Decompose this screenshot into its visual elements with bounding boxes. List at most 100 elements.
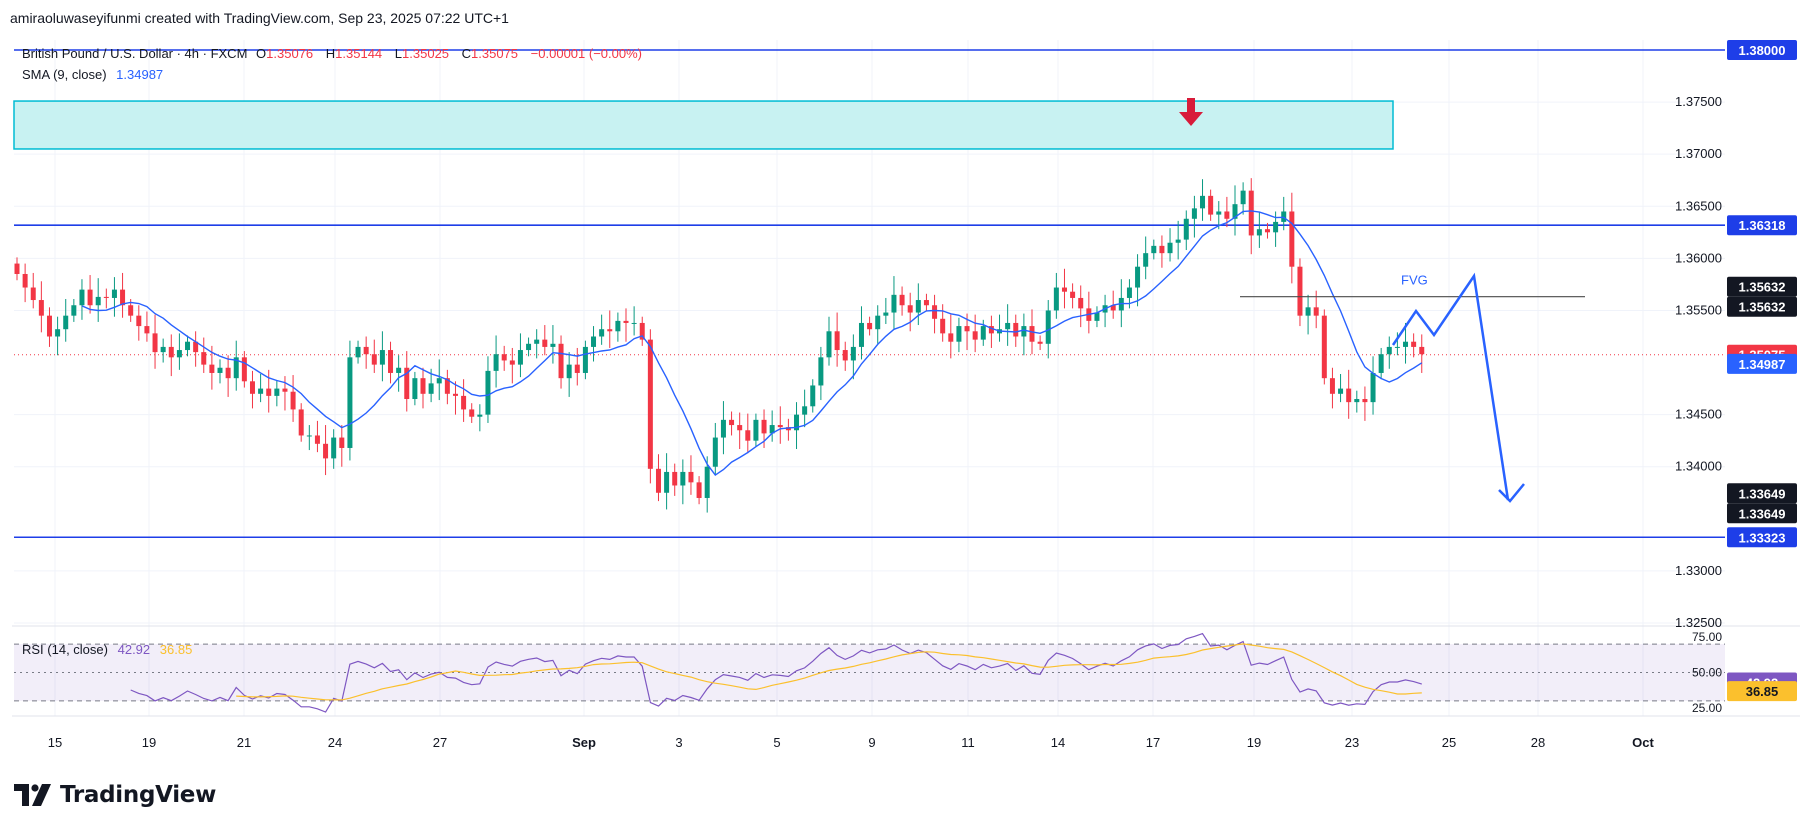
candle-body (542, 339, 548, 347)
candle-body (1289, 211, 1295, 267)
candle-body (842, 350, 848, 361)
candle-body (631, 322, 637, 324)
price-label-box (1727, 353, 1797, 374)
time-tick-label: 15 (48, 735, 62, 750)
candle-body (1005, 322, 1011, 330)
candle-body (152, 333, 158, 353)
candle-body (1313, 307, 1319, 316)
candle-body (1273, 221, 1279, 233)
candle-body (1135, 266, 1141, 288)
candle-body (111, 289, 117, 298)
candle-body (404, 367, 410, 400)
candle-body (1394, 346, 1400, 348)
price-axis[interactable]: 1.37500 1.37000 1.36500 1.36000 1.35500 1.345… (1675, 40, 1797, 630)
candle-body (509, 360, 515, 365)
time-tick-label: 28 (1531, 735, 1545, 750)
legend-sma: SMA (9, close) 1.34987 (22, 67, 163, 82)
candle-body (306, 435, 312, 437)
price-label-box (1727, 215, 1797, 236)
brand-name: TradingView (60, 782, 217, 808)
candle-body (444, 378, 450, 394)
candle-body (1419, 346, 1425, 355)
candles (14, 178, 1425, 513)
candle-body (883, 312, 889, 316)
candle-body (388, 350, 394, 373)
candle-body (22, 273, 28, 288)
price-label-box (1727, 40, 1797, 60)
candle-body (980, 326, 986, 340)
candle-body (1110, 305, 1116, 311)
candle-body (120, 289, 126, 306)
supply-zone[interactable] (13, 100, 1394, 150)
sell-arrow-icon (1179, 98, 1203, 126)
candle-body (858, 322, 864, 347)
candle-body (737, 425, 743, 431)
candle-body (680, 471, 686, 486)
candle-body (274, 388, 280, 396)
candle-body (290, 391, 296, 410)
candle-body (550, 343, 556, 347)
candle-body (1338, 388, 1344, 394)
candle-body (501, 354, 507, 361)
candle-body (379, 350, 385, 365)
candle-body (1370, 372, 1376, 403)
horizontal-levels (14, 49, 1725, 539)
candle-body (932, 305, 938, 319)
candle-body (144, 326, 150, 334)
candle-body (720, 419, 726, 438)
candle-body (209, 364, 215, 373)
price-label-text: 1.33649 (1739, 486, 1786, 501)
price-tick-label: 1.35500 (1675, 302, 1722, 317)
candle-body (323, 443, 329, 459)
rsi-line (130, 632, 1422, 713)
time-tick-label: 11 (961, 735, 975, 750)
price-tick-label: 1.32500 (1675, 615, 1722, 630)
tradingview-logo-icon (14, 784, 51, 806)
candle-body (469, 409, 475, 417)
price-tick-label: 1.36000 (1675, 250, 1722, 265)
rsi-levels (14, 643, 1725, 702)
candle-body (1224, 211, 1230, 219)
candle-body (639, 322, 645, 340)
time-tick-label: Oct (1632, 735, 1654, 750)
candle-body (185, 341, 191, 351)
legend-ohlc: British Pound / U.S. Dollar · 4h · FXCM … (22, 46, 642, 61)
time-tick-label: 14 (1051, 735, 1065, 750)
projection-path[interactable] (1391, 272, 1510, 501)
candle-body (582, 346, 588, 373)
time-tick-label: 17 (1146, 735, 1160, 750)
candle-body (923, 300, 929, 306)
time-tick-label: 24 (328, 735, 342, 750)
price-label-text: 1.35632 (1739, 280, 1786, 295)
candle-body (777, 425, 783, 428)
candle-body (71, 305, 77, 316)
candle-body (599, 329, 605, 337)
candle-body (428, 383, 434, 394)
candle-body (672, 471, 678, 486)
price-label-text: 1.34987 (1739, 357, 1786, 372)
candle-body (940, 318, 946, 334)
candle-body (1021, 326, 1027, 337)
candle-body (1191, 208, 1197, 219)
price-tick-label: 1.33000 (1675, 563, 1722, 578)
price-tick-label: 1.37000 (1675, 146, 1722, 161)
candle-body (79, 289, 85, 306)
candle-body (704, 466, 710, 498)
candle-body (875, 315, 881, 330)
candle-body (574, 364, 580, 373)
candle-body (241, 357, 247, 382)
candle-body (436, 378, 442, 384)
candle-body (1061, 287, 1067, 292)
candle-body (834, 331, 840, 351)
time-axis[interactable]: 15 19 21 24 27 Sep 3 5 9 11 14 17 19 23 25 28 Oct (48, 735, 1655, 750)
candle-body (655, 468, 661, 493)
candle-body (46, 315, 52, 337)
candle-body (1167, 242, 1173, 254)
candle-body (526, 343, 532, 351)
candle-body (371, 354, 377, 365)
time-tick-label: 3 (675, 735, 682, 750)
candle-body (534, 339, 540, 344)
candle-body (988, 326, 994, 334)
